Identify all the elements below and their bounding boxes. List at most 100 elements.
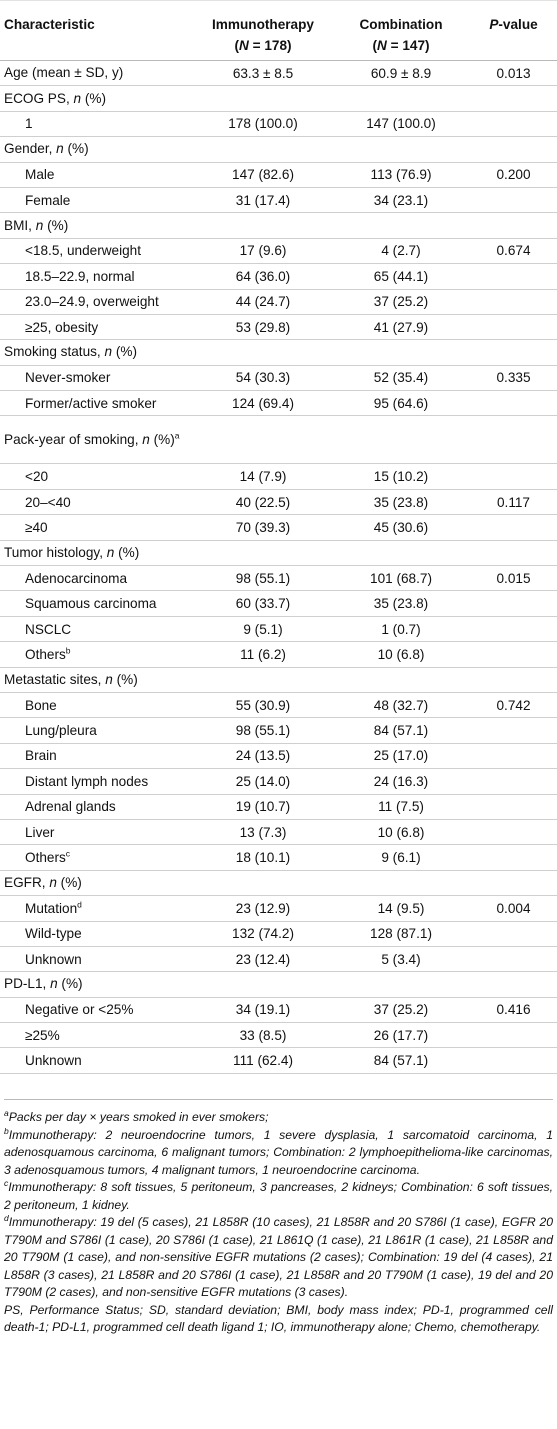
combination-value: 9 (6.1) bbox=[332, 844, 470, 871]
p-value bbox=[470, 136, 557, 163]
immunotherapy-value: 54 (30.3) bbox=[194, 365, 332, 392]
row-label-text: Squamous carcinoma bbox=[25, 596, 157, 612]
immunotherapy-value: 63.3 ± 8.5 bbox=[194, 60, 332, 87]
row-label-text: Male bbox=[25, 167, 55, 183]
immunotherapy-value: 25 (14.0) bbox=[194, 768, 332, 795]
header-p-value: P-value bbox=[470, 0, 557, 61]
p-value bbox=[470, 590, 557, 617]
combination-value: 10 (6.8) bbox=[332, 641, 470, 668]
row-label: Mutationd bbox=[0, 895, 194, 922]
combination-value-text: 37 (25.2) bbox=[373, 294, 429, 310]
immunotherapy-value bbox=[194, 136, 332, 163]
p-value: 0.200 bbox=[470, 162, 557, 188]
combination-value-text: 45 (30.6) bbox=[373, 519, 429, 535]
p-value bbox=[470, 946, 557, 973]
row-label: ECOG PS, n (%) bbox=[0, 85, 194, 112]
p-value bbox=[470, 187, 557, 214]
immunotherapy-value bbox=[194, 540, 332, 567]
combination-value-text: 60.9 ± 8.9 bbox=[370, 65, 432, 81]
row-label-text: EGFR, n (%) bbox=[4, 874, 82, 890]
header-immunotherapy-n: (N = 178) bbox=[234, 38, 292, 53]
row-label-text: Never-smoker bbox=[25, 370, 111, 386]
p-value bbox=[470, 111, 557, 138]
table-row: Unknown 111 (62.4) 84 (57.1) bbox=[0, 1047, 557, 1074]
immunotherapy-value-text: 23 (12.4) bbox=[235, 951, 291, 967]
table-row: Never-smoker 54 (30.3) 52 (35.4) 0.335 bbox=[0, 365, 557, 392]
row-label: Brain bbox=[0, 743, 194, 770]
immunotherapy-value: 11 (6.2) bbox=[194, 641, 332, 668]
table-row: Othersc 18 (10.1) 9 (6.1) bbox=[0, 844, 557, 871]
immunotherapy-value bbox=[194, 667, 332, 693]
row-label: BMI, n (%) bbox=[0, 212, 194, 239]
table-row: EGFR, n (%) bbox=[0, 870, 557, 897]
combination-value bbox=[332, 339, 470, 366]
immunotherapy-value: 64 (36.0) bbox=[194, 263, 332, 290]
combination-value-text: 65 (44.1) bbox=[373, 268, 429, 284]
combination-value: 60.9 ± 8.9 bbox=[332, 60, 470, 87]
row-label: <20 bbox=[0, 463, 194, 490]
p-value: 0.015 bbox=[470, 565, 557, 592]
immunotherapy-value: 13 (7.3) bbox=[194, 819, 332, 846]
immunotherapy-value-text: 54 (30.3) bbox=[235, 370, 291, 386]
p-value: 0.674 bbox=[470, 238, 557, 265]
immunotherapy-value bbox=[194, 870, 332, 897]
immunotherapy-value-text: 25 (14.0) bbox=[235, 773, 291, 789]
immunotherapy-value-text: 11 (6.2) bbox=[240, 646, 286, 662]
header-combination: Combination (N = 147) bbox=[332, 0, 470, 61]
row-label-text: Unknown bbox=[25, 951, 82, 967]
p-value bbox=[470, 314, 557, 341]
table-row: BMI, n (%) bbox=[0, 212, 557, 239]
p-value-text: 0.200 bbox=[496, 167, 531, 183]
immunotherapy-value: 34 (19.1) bbox=[194, 997, 332, 1024]
p-value-text: 0.674 bbox=[496, 243, 531, 259]
header-characteristic: Characteristic bbox=[0, 0, 194, 61]
combination-value: 35 (23.8) bbox=[332, 489, 470, 516]
immunotherapy-value: 14 (7.9) bbox=[194, 463, 332, 490]
immunotherapy-value: 178 (100.0) bbox=[194, 111, 332, 138]
table-row: <20 14 (7.9) 15 (10.2) bbox=[0, 463, 557, 490]
immunotherapy-value: 124 (69.4) bbox=[194, 390, 332, 417]
row-label: Othersb bbox=[0, 641, 194, 668]
combination-value bbox=[332, 85, 470, 112]
combination-value-text: 15 (10.2) bbox=[373, 469, 429, 485]
immunotherapy-value: 9 (5.1) bbox=[194, 616, 332, 643]
table-row: Male 147 (82.6) 113 (76.9) 0.200 bbox=[0, 162, 557, 188]
row-label: 20–<40 bbox=[0, 489, 194, 516]
combination-value: 113 (76.9) bbox=[332, 162, 470, 188]
immunotherapy-value-text: 147 (82.6) bbox=[232, 167, 294, 183]
row-label-text: Gender, n (%) bbox=[4, 141, 89, 157]
immunotherapy-value-text: 53 (29.8) bbox=[235, 319, 291, 335]
table-row: PD-L1, n (%) bbox=[0, 971, 557, 998]
immunotherapy-value bbox=[194, 212, 332, 239]
row-label: Bone bbox=[0, 692, 194, 719]
table-row: Distant lymph nodes 25 (14.0) 24 (16.3) bbox=[0, 768, 557, 795]
row-label: ≥25% bbox=[0, 1022, 194, 1049]
combination-value-text: 24 (16.3) bbox=[373, 773, 429, 789]
p-value: 0.117 bbox=[470, 489, 557, 516]
immunotherapy-value-text: 98 (55.1) bbox=[235, 723, 291, 739]
combination-value: 1 (0.7) bbox=[332, 616, 470, 643]
p-value: 0.013 bbox=[470, 60, 557, 87]
immunotherapy-value: 23 (12.4) bbox=[194, 946, 332, 973]
table-row: Metastatic sites, n (%) bbox=[0, 667, 557, 693]
combination-value-text: 9 (6.1) bbox=[381, 850, 421, 866]
combination-value: 41 (27.9) bbox=[332, 314, 470, 341]
combination-value bbox=[332, 136, 470, 163]
immunotherapy-value-text: 17 (9.6) bbox=[239, 243, 287, 259]
table-row: Lung/pleura 98 (55.1) 84 (57.1) bbox=[0, 717, 557, 744]
row-label-text: Mutation bbox=[25, 900, 78, 916]
combination-value bbox=[332, 415, 470, 465]
combination-value-text: 4 (2.7) bbox=[381, 243, 421, 259]
immunotherapy-value: 98 (55.1) bbox=[194, 717, 332, 744]
combination-value: 11 (7.5) bbox=[332, 794, 470, 820]
p-value bbox=[470, 921, 557, 947]
footnote-text: PS, Performance Status; SD, standard dev… bbox=[4, 1302, 553, 1335]
table-row: Wild-type 132 (74.2) 128 (87.1) bbox=[0, 921, 557, 947]
table-row: 20–<40 40 (22.5) 35 (23.8) 0.117 bbox=[0, 489, 557, 516]
combination-value-text: 10 (6.8) bbox=[377, 824, 425, 840]
immunotherapy-value-text: 14 (7.9) bbox=[239, 469, 287, 485]
table-row: ≥25, obesity 53 (29.8) 41 (27.9) bbox=[0, 314, 557, 341]
row-label-text: <20 bbox=[25, 469, 49, 485]
combination-value-text: 26 (17.7) bbox=[373, 1027, 429, 1043]
